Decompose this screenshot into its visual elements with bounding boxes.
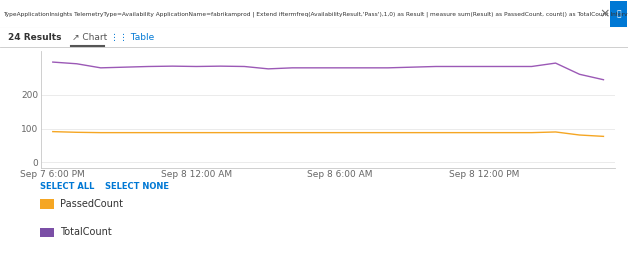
FancyBboxPatch shape xyxy=(40,228,54,237)
FancyBboxPatch shape xyxy=(610,1,627,27)
Text: ↗ Chart: ↗ Chart xyxy=(72,33,107,42)
Text: TotalCount: TotalCount xyxy=(60,227,112,238)
Text: PassedCount: PassedCount xyxy=(60,199,123,209)
Text: 🔍: 🔍 xyxy=(616,10,621,18)
Text: SELECT NONE: SELECT NONE xyxy=(105,182,169,191)
Text: ⋮⋮ Table: ⋮⋮ Table xyxy=(110,33,154,42)
Text: TypeApplicationInsights TelemetryType=Availability ApplicationName=fabrikamprod : TypeApplicationInsights TelemetryType=Av… xyxy=(3,11,628,17)
Text: SELECT ALL: SELECT ALL xyxy=(40,182,94,191)
FancyBboxPatch shape xyxy=(40,199,54,209)
Text: 24 Results: 24 Results xyxy=(8,33,61,42)
Text: ×: × xyxy=(600,7,610,20)
